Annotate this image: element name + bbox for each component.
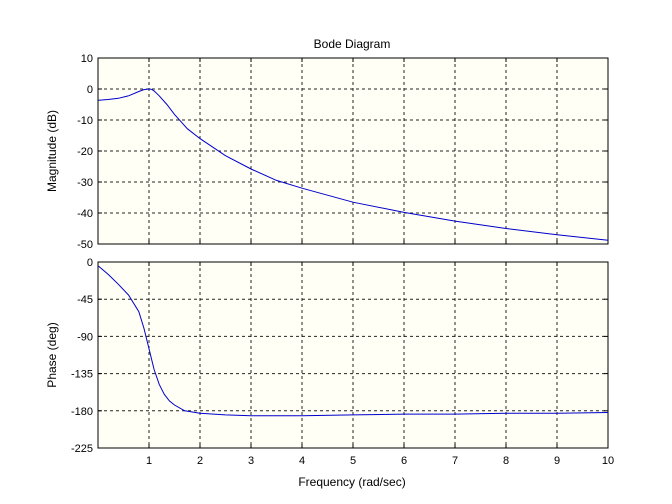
- x-tick-label: 4: [299, 455, 305, 467]
- phase-series-line: [98, 265, 609, 417]
- x-tick-label: 7: [452, 455, 458, 467]
- y-tick-label: 0: [87, 257, 93, 269]
- y-tick-label: 10: [81, 53, 93, 65]
- y-tick-label: -225: [71, 443, 93, 455]
- x-tick-label: 6: [401, 455, 407, 467]
- y-tick-label: -20: [77, 146, 93, 158]
- y-tick-label: -45: [77, 294, 93, 306]
- y-tick-label: -40: [77, 208, 93, 220]
- y-tick-label: -10: [77, 115, 93, 127]
- y-tick-label: -180: [71, 406, 93, 418]
- x-tick-label: 2: [197, 455, 203, 467]
- x-tick-label: 5: [350, 455, 356, 467]
- y-tick-label: -135: [71, 369, 93, 381]
- x-tick-label: 8: [503, 455, 509, 467]
- phase-y-label: Phase (deg): [45, 322, 59, 387]
- chart-title: Bode Diagram: [314, 37, 391, 51]
- y-tick-label: -30: [77, 177, 93, 189]
- x-tick-label: 1: [146, 455, 152, 467]
- magnitude-panel: 10 0 -10 -20 -30 -40 -50 Magnitude (dB): [45, 53, 609, 251]
- magnitude-y-label: Magnitude (dB): [45, 110, 59, 192]
- magnitude-series-line: [98, 88, 609, 241]
- x-tick-labels: 1 2 3 4 5 6 7 8 9 10: [146, 455, 614, 467]
- phase-panel: 0 -45 -90 -135 -180 -225 Phase (deg): [45, 257, 609, 455]
- x-tick-label: 9: [554, 455, 560, 467]
- y-tick-label: 0: [87, 84, 93, 96]
- phase-grid: [98, 261, 609, 449]
- x-axis-label: Frequency (rad/sec): [298, 475, 405, 489]
- x-tick-label: 3: [248, 455, 254, 467]
- phase-y-ticks: 0 -45 -90 -135 -180 -225: [71, 257, 93, 455]
- magnitude-y-ticks: 10 0 -10 -20 -30 -40 -50: [77, 53, 93, 251]
- y-tick-label: -50: [77, 239, 93, 251]
- y-tick-label: -90: [77, 331, 93, 343]
- x-tick-label: 10: [602, 455, 614, 467]
